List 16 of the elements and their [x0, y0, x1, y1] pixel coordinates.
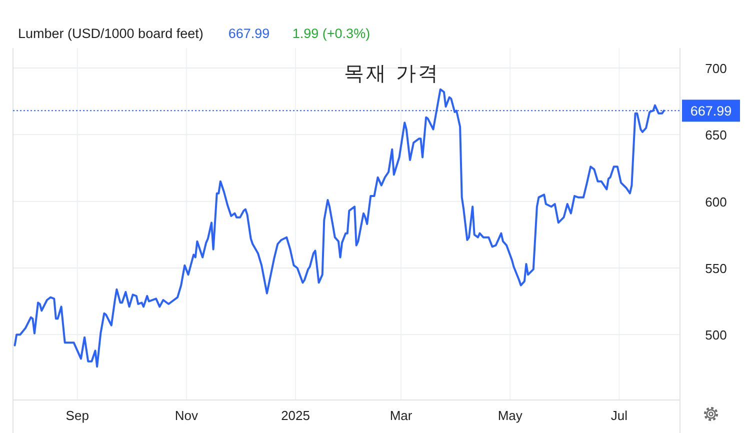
y-tick-label: 700	[705, 61, 727, 76]
y-tick-label: 500	[705, 328, 727, 343]
x-tick-label: Jul	[610, 408, 628, 423]
x-tick-label: 2025	[281, 408, 310, 423]
y-tick-label: 650	[705, 128, 727, 143]
text: 667.99	[228, 26, 270, 41]
x-tick-label: Sep	[66, 408, 89, 423]
x-tick-label: Nov	[174, 408, 199, 423]
text: 목재 가격	[344, 61, 440, 85]
y-tick-label: 550	[705, 261, 727, 276]
x-tick-label: Mar	[390, 408, 413, 423]
chart-subtitle: Lumber (USD/1000 board feet)	[18, 26, 204, 41]
x-tick-label: May	[498, 408, 523, 423]
ref-line-label: 667.99	[690, 104, 732, 119]
y-tick-label: 600	[705, 194, 727, 210]
text: 1.99 (+0.3%)	[292, 26, 370, 41]
